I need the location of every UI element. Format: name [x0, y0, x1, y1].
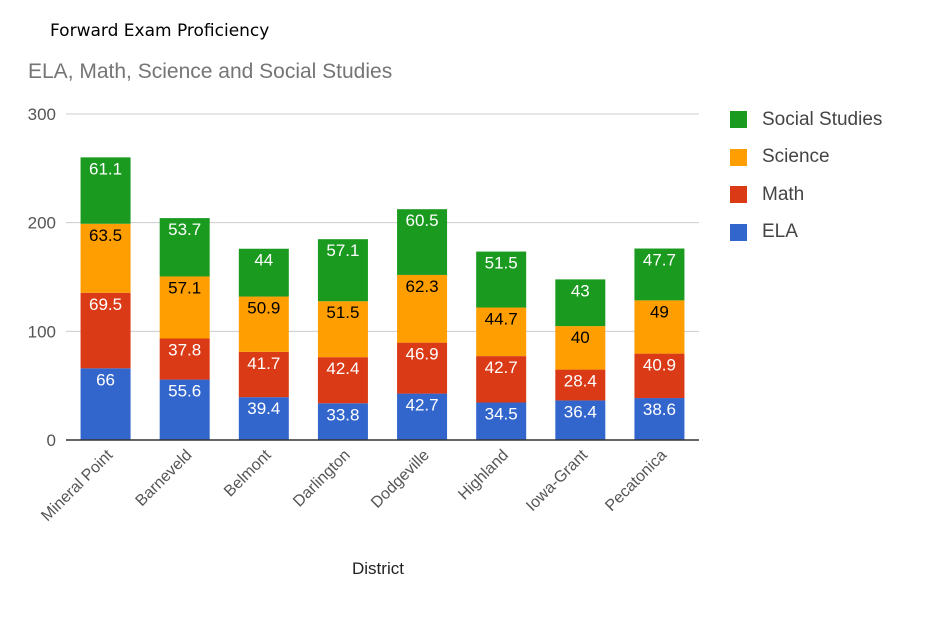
x-axis-ticks: Mineral Point Barneveld Belmont Darlington D… [38, 446, 670, 524]
bar-segment-ela [317, 403, 368, 440]
legend-swatch [730, 223, 747, 241]
x-tick-label: Highland [455, 447, 512, 504]
bar-segment-ela [555, 400, 606, 440]
bar-segment-ela [397, 393, 448, 440]
legend-label: Social Studies [762, 108, 883, 130]
data-label: 57.1 [326, 241, 359, 260]
data-label: 60.5 [406, 211, 439, 230]
bar-segment-ela [238, 397, 289, 440]
data-label: 46.9 [406, 345, 439, 364]
legend-label: Science [762, 146, 830, 168]
bar-segment-social-studies [634, 248, 685, 301]
data-label: 47.7 [643, 251, 676, 270]
data-label: 49 [650, 302, 669, 321]
x-tick-label: Pecatonica [602, 447, 670, 515]
data-labels: 66 69.5 63.5 61.1 55.6 37.8 57.1 53.7 39.4 41.7 50… [89, 159, 676, 424]
bar-segment-science [476, 307, 527, 357]
x-axis-label: District [352, 559, 404, 578]
bar-segment-math [317, 357, 368, 404]
data-label: 36.4 [564, 402, 597, 421]
data-label: 55.6 [168, 382, 201, 401]
legend-item: Science [730, 139, 882, 177]
bar-segment-math [238, 351, 289, 398]
bar-segment-social-studies [80, 157, 131, 224]
bar-segment-ela [476, 402, 527, 440]
x-tick-label: Belmont [221, 446, 275, 500]
x-tick-label: Iowa-Grant [523, 446, 591, 514]
bar-segment-math [634, 353, 685, 399]
bars [80, 157, 685, 440]
data-label: 66 [96, 370, 115, 389]
legend-swatch [730, 186, 747, 204]
legend-item: Math [730, 176, 882, 214]
bar-segment-math [159, 338, 210, 380]
x-tick-label: Barneveld [133, 447, 196, 510]
legend-swatch [730, 148, 747, 166]
bar-segment-math [476, 356, 527, 403]
data-label: 42.7 [406, 396, 439, 415]
x-tick-label: Dodgeville [368, 447, 433, 512]
data-label: 37.8 [168, 341, 201, 360]
data-label: 33.8 [326, 405, 359, 424]
data-label: 34.5 [485, 405, 518, 424]
legend-label: Math [762, 183, 805, 205]
data-label: 40.9 [643, 356, 676, 375]
bar-segment-social-studies [317, 239, 368, 302]
data-label: 69.5 [89, 295, 122, 314]
y-axis-ticks: 0 100 200 300 [28, 105, 56, 450]
legend-item: Social Studies [730, 101, 882, 139]
data-label: 62.3 [406, 277, 439, 296]
bar-segment-social-studies [555, 279, 606, 327]
bar-segment-science [238, 296, 289, 352]
data-label: 39.4 [247, 399, 280, 418]
bar-segment-ela [80, 368, 131, 440]
data-label: 63.5 [89, 226, 122, 245]
data-label: 53.7 [168, 220, 201, 239]
data-label: 57.1 [168, 278, 201, 297]
x-tick-label: Darlington [290, 447, 354, 511]
bar-segment-science [159, 276, 210, 339]
data-label: 61.1 [89, 159, 122, 178]
bar-segment-social-studies [159, 218, 210, 277]
bar-segment-science [80, 223, 131, 293]
bar-segment-math [80, 292, 131, 369]
bar-segment-science [634, 300, 685, 354]
data-label: 42.4 [326, 359, 359, 378]
bar-segment-math [397, 342, 448, 394]
y-tick-label: 100 [28, 322, 56, 341]
data-label: 41.7 [247, 354, 280, 373]
legend-swatch [730, 111, 747, 129]
data-label: 51.5 [485, 254, 518, 273]
bar-segment-science [397, 274, 448, 343]
bar-segment-social-studies [476, 251, 527, 308]
y-tick-label: 0 [47, 431, 56, 450]
chart-title: ELA, Math, Science and Social Studies [28, 60, 393, 83]
data-label: 44.7 [485, 310, 518, 329]
bar-segment-social-studies [238, 248, 289, 297]
bar-segment-social-studies [397, 209, 448, 275]
data-label: 28.4 [564, 372, 597, 391]
page-heading: Forward Exam Proficiency [50, 21, 270, 41]
data-label: 42.7 [485, 358, 518, 377]
data-label: 44 [254, 251, 273, 270]
y-tick-label: 200 [28, 214, 56, 233]
y-tick-label: 300 [28, 105, 56, 124]
data-label: 43 [571, 281, 590, 300]
bar-segment-ela [159, 379, 210, 440]
bar-segment-ela [634, 398, 685, 440]
legend-item: ELA [730, 214, 882, 252]
bar-segment-science [555, 326, 606, 370]
x-tick-label: Mineral Point [38, 446, 116, 524]
bar-segment-science [317, 301, 368, 358]
data-label: 38.6 [643, 400, 676, 419]
bar-segment-math [555, 369, 606, 401]
data-label: 40 [571, 328, 590, 347]
legend-label: ELA [762, 221, 798, 243]
legend: Social Studies Science Math ELA [730, 101, 882, 251]
data-label: 50.9 [247, 299, 280, 318]
data-label: 51.5 [326, 303, 359, 322]
